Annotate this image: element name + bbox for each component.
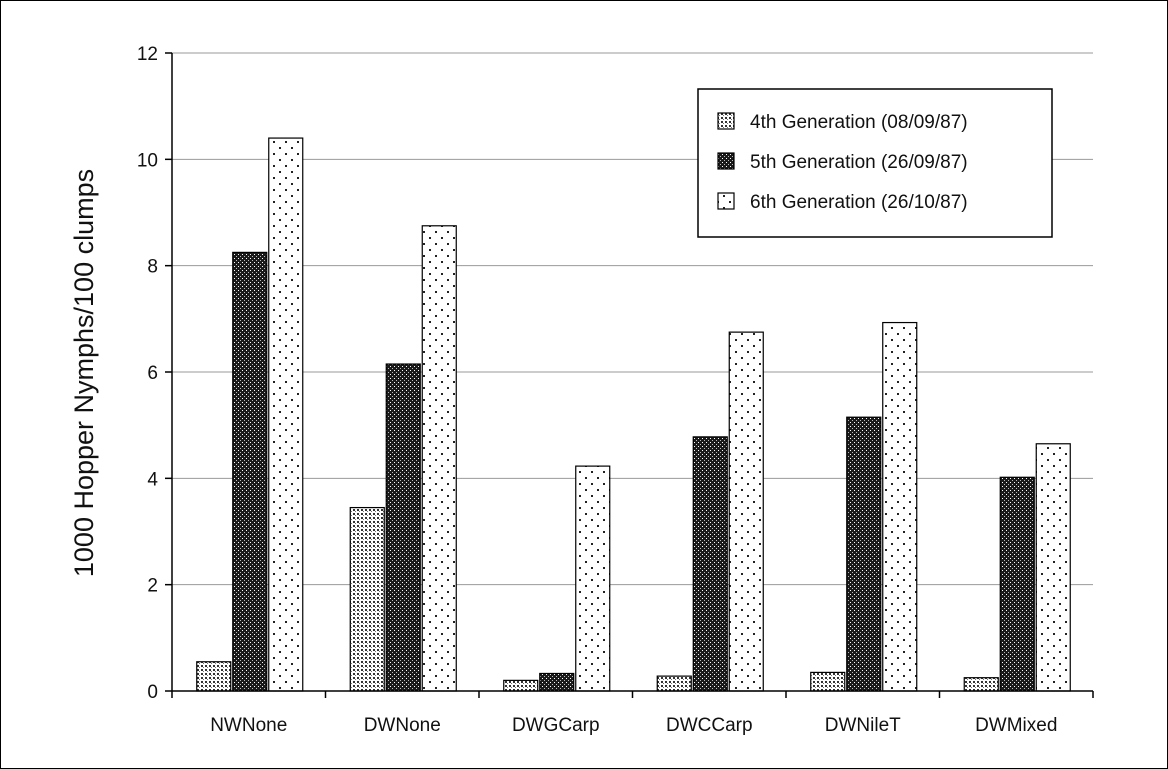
y-axis-title: 1000 Hopper Nymphs/100 clumps (69, 169, 99, 577)
bar (575, 465, 611, 692)
legend: 4th Generation (08/09/87) 5th Generation … (697, 88, 1053, 238)
y-tick-label: 6 (147, 363, 158, 384)
bar (692, 436, 728, 692)
x-tick-label: DWNileT (825, 715, 901, 736)
bar (385, 363, 421, 692)
bar (349, 506, 385, 692)
y-tick-label: 8 (147, 257, 158, 278)
y-tick-label: 4 (147, 469, 158, 490)
bar (882, 321, 918, 692)
bar (846, 416, 882, 692)
legend-swatch (717, 112, 735, 130)
bar (810, 671, 846, 692)
bar (421, 225, 457, 692)
y-tick-label: 2 (147, 576, 158, 597)
x-tick-label: NWNone (210, 715, 287, 736)
bar (999, 476, 1035, 692)
y-tick-label: 0 (147, 682, 158, 703)
legend-label: 4th Generation (08/09/87) (750, 112, 968, 133)
x-tick-label: DWMixed (975, 715, 1057, 736)
x-tick-label: DWNone (364, 715, 441, 736)
x-tick-label: DWGCarp (512, 715, 600, 736)
bar (539, 672, 575, 692)
bars (196, 137, 1071, 692)
bar (268, 137, 304, 692)
bar (728, 331, 764, 692)
legend-swatch (717, 192, 735, 210)
gridlines (172, 52, 1093, 586)
y-tick-label: 10 (137, 150, 158, 171)
bar (656, 675, 692, 692)
legend-label: 5th Generation (26/09/87) (750, 152, 968, 173)
legend-label: 6th Generation (26/10/87) (750, 192, 968, 213)
x-tick-label: DWCCarp (666, 715, 753, 736)
bar (503, 679, 539, 692)
legend-swatch (717, 152, 735, 170)
bar (232, 251, 268, 692)
axes: 0 2 4 6 8 10 12 NWNone DWNone DWGCarp DWCCarp DWNil… (137, 44, 1094, 736)
legend-box (697, 88, 1053, 238)
bar (963, 677, 999, 692)
bar (196, 661, 232, 692)
y-tick-label: 12 (137, 44, 158, 65)
bar (1035, 443, 1071, 692)
